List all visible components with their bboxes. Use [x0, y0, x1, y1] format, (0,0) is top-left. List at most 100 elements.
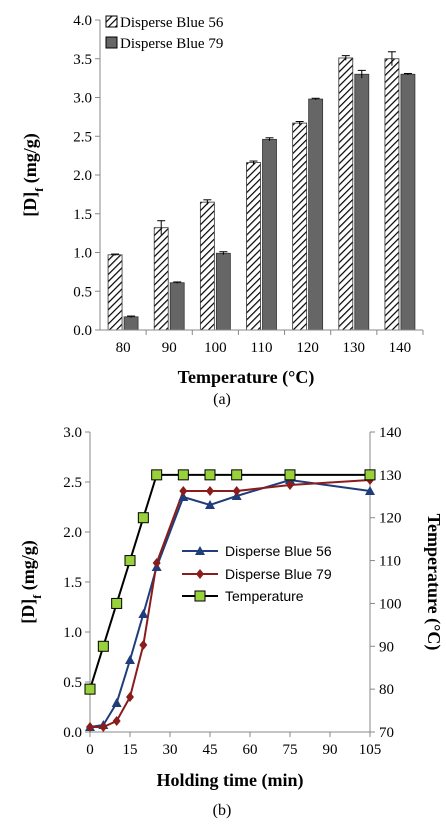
- data-point-disperse-blue-56: [365, 486, 375, 495]
- y2-tick-label: 110: [379, 554, 401, 570]
- bar-disperse-blue-56: [107, 254, 123, 331]
- y2-tick-label: 130: [379, 468, 402, 484]
- x-tick-label: 110: [251, 340, 273, 356]
- data-point-temperature: [204, 469, 216, 481]
- y-tick-label: 3.5: [73, 52, 92, 68]
- y-axis-title: [D]f (mg/g): [18, 540, 44, 623]
- x-tick-label: 45: [203, 742, 218, 758]
- x-tick-label: 0: [86, 742, 94, 758]
- x-tick-label: 140: [389, 340, 412, 356]
- data-point-disperse-blue-79: [126, 692, 134, 702]
- line-series: [84, 469, 376, 732]
- bar-series: [107, 51, 416, 331]
- y-tick-label: 3.0: [63, 425, 82, 441]
- legend-swatch-disperse-blue-79: [105, 36, 118, 49]
- x-tick-label: 100: [204, 340, 227, 356]
- legend-label-temperature: Temperature: [225, 588, 304, 604]
- x-axis-ticks: 0 15 30 45 60 75 90 105: [86, 732, 381, 758]
- data-point-disperse-blue-56: [111, 698, 122, 707]
- legend-label-disperse-blue-56: Disperse Blue 56: [225, 543, 332, 559]
- bar-disperse-blue-56: [384, 58, 400, 331]
- y2-axis-title: Temperature (°C): [423, 514, 444, 651]
- y-axis-ticks: 0.0 0.5 1.0 1.5 2.0 2.5 3.0 3.5 4.0: [73, 13, 100, 339]
- y-tick-label: 2.5: [73, 129, 92, 145]
- data-point-disperse-blue-79: [286, 480, 294, 490]
- y-axis-title: [D]f (mg/g): [20, 133, 46, 216]
- data-point-disperse-blue-56: [205, 500, 215, 509]
- x-tick-label: 80: [116, 340, 131, 356]
- y2-tick-label: 70: [379, 725, 394, 741]
- data-point-temperature: [177, 469, 189, 481]
- x-tick-label: 60: [243, 742, 258, 758]
- x-axis-ticks: 80 90 100 110 120 130 140: [116, 330, 424, 356]
- chart-caption: (b): [213, 802, 232, 819]
- legend-marker-square: [194, 590, 206, 602]
- bar-disperse-blue-56: [199, 201, 215, 331]
- bar-disperse-blue-79: [169, 282, 185, 331]
- bar-disperse-blue-56: [153, 227, 169, 331]
- chart-caption: (a): [213, 391, 231, 408]
- data-point-temperature: [111, 597, 123, 609]
- bar-disperse-blue-79: [354, 73, 370, 331]
- data-point-temperature: [151, 469, 163, 481]
- bar-disperse-blue-56: [292, 122, 308, 331]
- bar-disperse-blue-79: [123, 316, 139, 331]
- y-tick-label: 0.0: [73, 323, 92, 339]
- bar-disperse-blue-79: [308, 98, 324, 331]
- chart-a: 0.0 0.5 1.0 1.5 2.0 2.5 3.0 3.5 4.0 80 90 100 110 12…: [20, 13, 424, 408]
- data-point-disperse-blue-79: [206, 486, 214, 496]
- legend-marker-triangle: [195, 546, 205, 555]
- data-point-temperature: [284, 469, 296, 481]
- x-tick-label: 90: [323, 742, 338, 758]
- data-point-disperse-blue-79: [179, 486, 188, 496]
- data-point-disperse-blue-79: [152, 558, 161, 568]
- y-tick-label: 0.5: [73, 284, 92, 300]
- series-line-temperature: [89, 473, 370, 690]
- y-tick-label: 4.0: [73, 13, 92, 29]
- data-point-disperse-blue-56: [138, 609, 149, 618]
- y-tick-label: 2.0: [63, 525, 82, 541]
- x-tick-label: 130: [343, 340, 366, 356]
- x-tick-label: 15: [123, 742, 138, 758]
- y-tick-label: 0.5: [63, 675, 82, 691]
- y-tick-label: 1.0: [73, 246, 92, 262]
- chart-b: 0.0 0.5 1.0 1.5 2.0 2.5 3.0 70 80 90 100 110 120 130…: [18, 425, 444, 819]
- y-tick-label: 1.5: [63, 575, 82, 591]
- y-tick-label: 1.0: [63, 625, 82, 641]
- data-point-disperse-blue-56: [178, 492, 189, 501]
- y2-tick-label: 140: [379, 425, 402, 441]
- y2-tick-label: 120: [379, 511, 402, 527]
- bar-disperse-blue-79: [215, 252, 231, 331]
- x-tick-label: 120: [296, 340, 319, 356]
- y2-tick-label: 80: [379, 682, 394, 698]
- data-point-temperature: [231, 469, 243, 481]
- data-point-disperse-blue-56: [125, 655, 135, 664]
- data-point-disperse-blue-79: [139, 640, 148, 650]
- legend: Disperse Blue 56 Disperse Blue 79 Temper…: [182, 543, 332, 604]
- bar-disperse-blue-79: [262, 138, 277, 331]
- legend-swatch-disperse-blue-56: [105, 15, 118, 28]
- y-tick-label: 1.5: [73, 207, 92, 223]
- bar-disperse-blue-79: [400, 73, 416, 331]
- x-tick-label: 30: [163, 742, 178, 758]
- x-tick-label: 75: [283, 742, 298, 758]
- x-tick-label: 105: [359, 742, 382, 758]
- legend: Disperse Blue 56 Disperse Blue 79: [105, 15, 224, 52]
- legend-label-disperse-blue-79: Disperse Blue 79: [225, 566, 332, 582]
- y2-tick-label: 90: [379, 639, 394, 655]
- y-tick-label: 2.0: [73, 168, 92, 184]
- data-point-disperse-blue-79: [112, 716, 121, 726]
- data-point-disperse-blue-79: [99, 722, 108, 732]
- x-tick-label: 90: [162, 340, 177, 356]
- bar-disperse-blue-56: [246, 162, 261, 331]
- data-point-temperature: [364, 469, 376, 481]
- bar-disperse-blue-56: [338, 57, 354, 331]
- data-point-temperature: [137, 512, 149, 524]
- x-axis-title: Temperature (°C): [178, 367, 315, 388]
- y2-axis-ticks: 70 80 90 100 110 120 130 140: [370, 425, 402, 741]
- legend-label-disperse-blue-79: Disperse Blue 79: [120, 36, 223, 52]
- data-point-disperse-blue-79: [86, 722, 94, 732]
- y-tick-label: 3.0: [73, 91, 92, 107]
- legend-label-disperse-blue-56: Disperse Blue 56: [120, 15, 224, 31]
- y2-tick-label: 100: [379, 596, 402, 612]
